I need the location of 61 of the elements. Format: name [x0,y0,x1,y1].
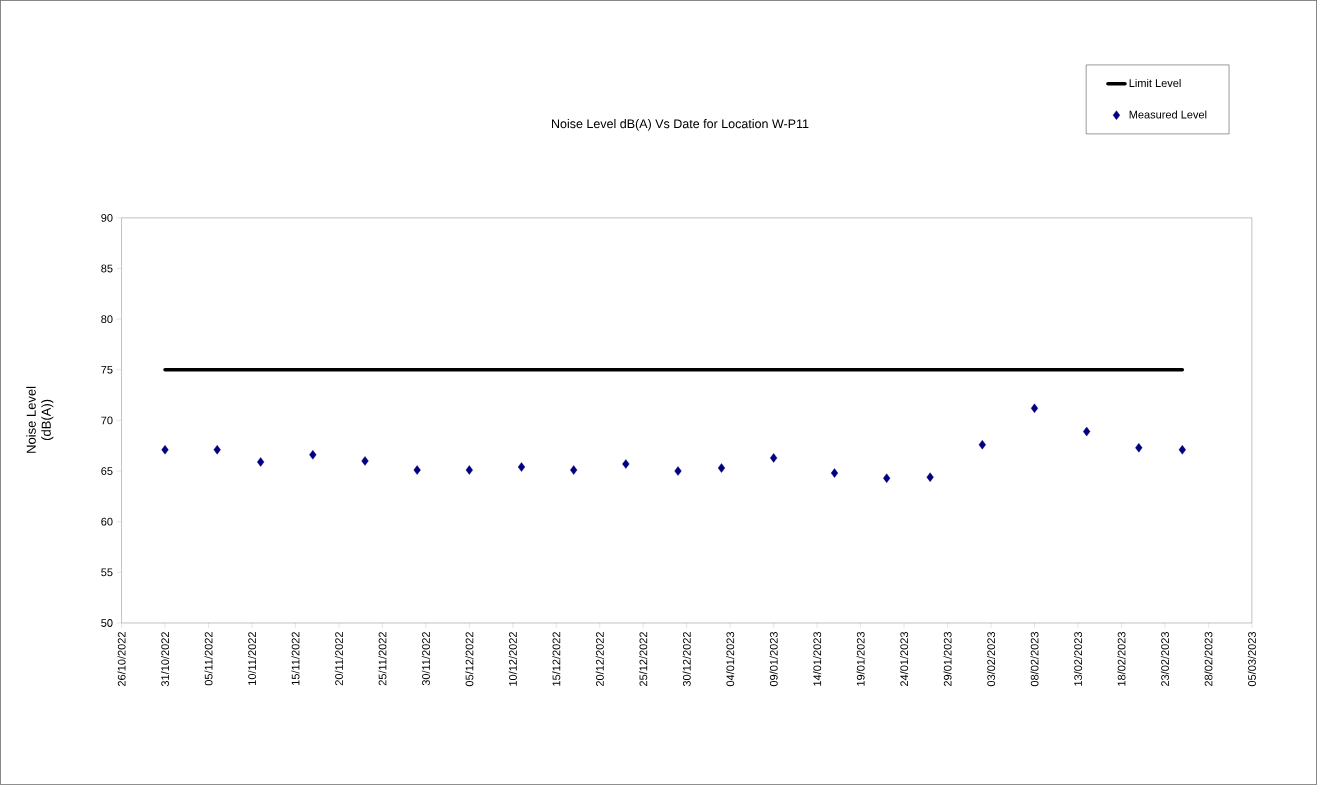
y-tick-label: 85 [101,264,113,273]
x-tick-label: 25/12/2022 [639,632,648,687]
point [213,445,221,455]
x-tick-label: 29/01/2023 [943,632,952,687]
y-tick-label: 90 [101,214,113,222]
y-tick-label: 80 [101,315,113,324]
x-tick-label: 19/01/2023 [856,632,865,686]
x-tick-label: 28/02/2023 [1204,632,1213,687]
y-tick-label: 55 [101,568,113,577]
chart-title: Noise Level dB(A) Vs Date for Location W-P11 [552,119,809,131]
legend-label: Measured Level [1129,110,1207,119]
point [361,456,369,466]
x-tick-label: 05/03/2023 [1247,632,1256,687]
point [257,457,265,467]
y-tick-label: 50 [101,619,113,627]
x-tick-label: 15/11/2022 [291,632,300,686]
point [717,463,726,473]
point [674,466,682,476]
y-tick-label: 75 [101,366,113,374]
point [1135,443,1143,453]
point [1030,403,1039,414]
x-tick-label: 05/11/2022 [204,632,213,686]
x-tick-label: 08/02/2023 [1030,632,1039,687]
x-tick-label: 03/02/2023 [986,632,996,687]
point [622,459,630,469]
x-tick-label: 10/12/2022 [508,632,517,686]
y-tick-label: 65 [101,467,113,476]
x-tick-label: 20/12/2022 [595,632,604,687]
x-tick-label: 24/01/2023 [900,632,909,687]
x-tick-label: 25/11/2022 [378,632,387,686]
point [517,462,526,472]
point [1178,445,1186,455]
y-tick-label: 70 [101,416,113,425]
y-tick-label: 60 [101,517,113,526]
x-tick-label: 31/10/2022 [160,632,170,687]
legend-label: Limit Level [1129,79,1181,88]
x-tick-label: 30/11/2022 [421,632,430,686]
point [978,440,986,450]
y-axis-title: Noise Level (dB(A)) [26,386,54,453]
point [413,465,421,475]
point [830,468,839,478]
x-tick-label: 10/11/2022 [247,632,256,686]
point [1083,426,1091,437]
x-tick-label: 14/01/2023 [813,632,822,686]
x-tick-label: 18/02/2023 [1117,632,1126,686]
x-tick-label: 09/01/2023 [769,632,778,687]
x-tick-label: 05/12/2022 [465,632,474,687]
x-tick-label: 04/01/2023 [726,632,735,687]
x-tick-label: 13/02/2023 [1073,632,1083,686]
point [770,453,778,463]
x-tick-label: 15/12/2022 [552,632,561,686]
x-tick-label: 26/10/2022 [117,632,126,687]
x-tick-label: 23/02/2023 [1160,632,1169,687]
x-tick-label: 30/12/2022 [682,632,691,687]
point [309,450,317,460]
point [883,473,891,483]
point [161,445,169,455]
x-tick-label: 20/11/2022 [334,632,343,686]
point [570,465,578,475]
point [926,472,934,482]
point [465,465,473,475]
